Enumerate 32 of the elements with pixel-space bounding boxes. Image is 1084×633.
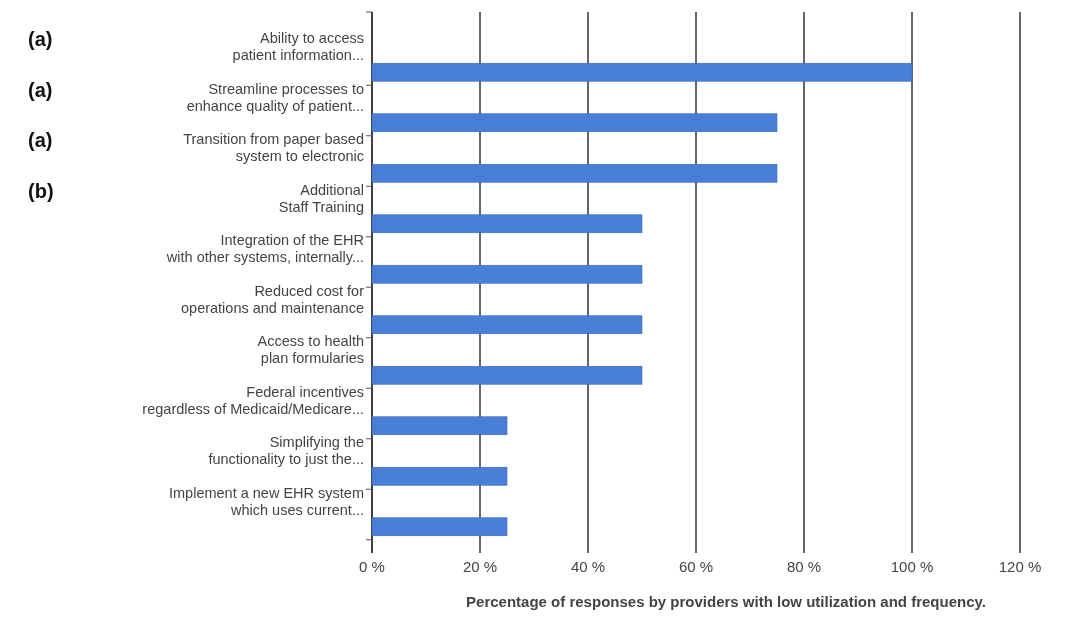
y-tick-label: Implement a new EHR system which uses current... — [168, 484, 364, 518]
bar — [371, 365, 643, 385]
y-tick-label: Streamline processes to enhance quality of patient... — [186, 80, 364, 114]
x-tick-label: 120 % — [998, 558, 1042, 575]
bar — [371, 163, 778, 183]
x-tick-label: 60 % — [678, 558, 714, 575]
y-tick-label: Simplifying the functionality to just the... — [208, 434, 364, 468]
x-tick-label: 100 % — [890, 558, 934, 575]
y-tick-label: Access to health plan formularies — [257, 333, 364, 367]
y-tick-label: Transition from paper based system to electronic — [183, 131, 364, 165]
bar — [371, 113, 778, 133]
text: (a) — [28, 78, 53, 101]
y-tick-label: Ability to access patient information... — [232, 30, 364, 64]
y-tick-label: Reduced cost for operations and maintenance — [181, 282, 365, 316]
text: (a) — [28, 28, 53, 51]
bar — [371, 517, 508, 537]
bar — [371, 416, 508, 436]
bar — [371, 214, 643, 234]
x-tick-label: 40 % — [570, 558, 606, 575]
y-tick-label: Integration of the EHR with other systems, internally... — [165, 232, 364, 266]
y-tick-label: Federal incentives regardless of Medicaid/Medicare... — [142, 383, 364, 417]
bar — [371, 264, 643, 284]
y-tick-label: Additional Staff Training — [278, 181, 364, 215]
bar — [371, 466, 508, 486]
bar — [371, 315, 643, 335]
x-tick-label: 20 % — [462, 558, 498, 575]
text: (b) — [28, 179, 54, 202]
x-axis-title: Percentage of responses by providers with low utilization and frequency. — [466, 593, 986, 610]
x-tick-label: 80 % — [786, 558, 822, 575]
x-tick-label: 0 % — [359, 558, 385, 575]
text: (a) — [28, 129, 53, 152]
bar — [371, 62, 913, 82]
